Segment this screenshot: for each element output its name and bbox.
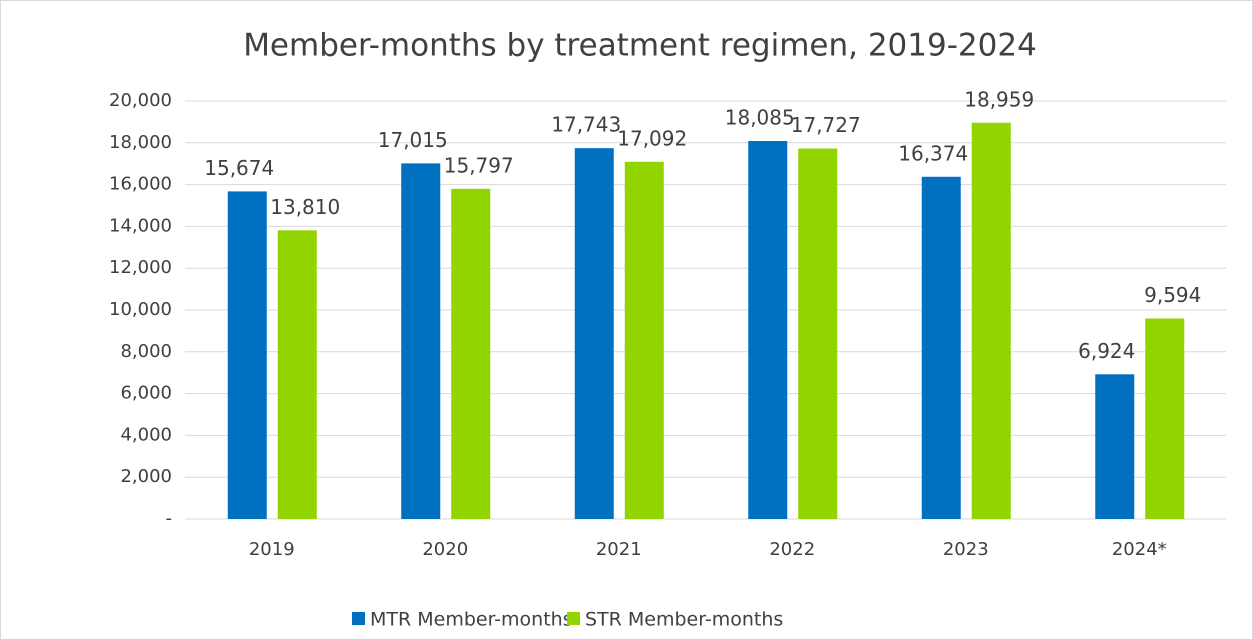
x-tick-label: 2019 (249, 539, 295, 560)
y-tick-label: 12,000 (109, 257, 172, 278)
bar (1095, 374, 1135, 519)
y-tick-label: - (166, 508, 173, 529)
data-label: 15,674 (204, 156, 274, 180)
data-label: 13,810 (270, 195, 340, 219)
bar (624, 161, 664, 519)
legend-swatch (567, 612, 580, 625)
bar (748, 141, 788, 519)
y-tick-label: 2,000 (120, 466, 172, 487)
bar (921, 176, 961, 520)
legend-label: STR Member-months (585, 609, 783, 631)
legend-swatch (352, 612, 365, 625)
data-label: 17,743 (551, 113, 621, 137)
bar (227, 191, 267, 520)
data-label: 6,924 (1078, 339, 1135, 363)
bar (401, 163, 441, 519)
data-label: 15,797 (444, 153, 514, 177)
x-tick-label: 2021 (596, 539, 642, 560)
data-label: 18,959 (964, 87, 1034, 111)
x-tick-label: 2022 (769, 539, 815, 560)
y-tick-label: 14,000 (109, 215, 172, 236)
x-tick-label: 2024* (1112, 539, 1167, 560)
bar (971, 122, 1011, 519)
bar (277, 230, 317, 519)
bar (798, 148, 838, 519)
data-label: 17,727 (791, 113, 861, 137)
y-tick-label: 6,000 (120, 383, 172, 404)
bar (451, 188, 491, 519)
data-label: 9,594 (1144, 283, 1201, 307)
data-label: 17,092 (617, 126, 687, 150)
data-label: 16,374 (898, 141, 968, 165)
chart-title: Member-months by treatment regimen, 2019… (243, 28, 1037, 64)
data-label: 17,015 (378, 128, 448, 152)
y-tick-label: 20,000 (109, 90, 172, 111)
y-tick-label: 8,000 (120, 341, 172, 362)
bar (574, 148, 614, 519)
y-tick-label: 4,000 (120, 424, 172, 445)
y-tick-label: 16,000 (109, 174, 172, 195)
y-tick-label: 18,000 (109, 132, 172, 153)
y-tick-label: 10,000 (109, 299, 172, 320)
data-label: 18,085 (725, 106, 795, 130)
legend-label: MTR Member-months (370, 609, 573, 631)
x-tick-label: 2023 (943, 539, 989, 560)
x-tick-label: 2020 (422, 539, 468, 560)
bar (1145, 318, 1185, 519)
